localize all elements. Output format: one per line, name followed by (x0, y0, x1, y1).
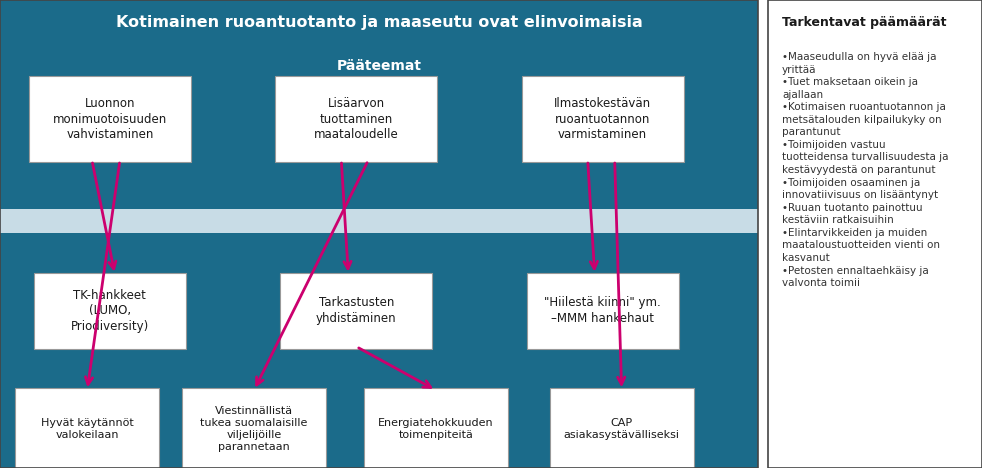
FancyBboxPatch shape (28, 76, 191, 162)
Bar (768, 0, 982, 468)
FancyBboxPatch shape (275, 76, 437, 162)
Text: CAP
asiakasystävälliseksi: CAP asiakasystävälliseksi (564, 418, 680, 440)
Text: Tarkentavat päämäärät: Tarkentavat päämäärät (782, 16, 947, 29)
Text: TK-hankkeet
(LUMO,
Priodiversity): TK-hankkeet (LUMO, Priodiversity) (71, 289, 149, 333)
Bar (0, 0, 758, 468)
Text: Toimenpiteet: Toimenpiteet (328, 301, 430, 315)
Bar (0, 0, 758, 46)
Text: Tarkastusten
yhdistäminen: Tarkastusten yhdistäminen (316, 296, 397, 325)
Text: Kotimainen ruoantuotanto ja maaseutu ovat elinvoimaisia: Kotimainen ruoantuotanto ja maaseutu ova… (116, 15, 642, 30)
Bar (0, 46, 758, 468)
Bar (0, 209, 758, 233)
FancyBboxPatch shape (34, 272, 186, 349)
Text: Luonnon
monimuotoisuuden
vahvistaminen: Luonnon monimuotoisuuden vahvistaminen (53, 97, 167, 141)
Text: "Hiilestä kiinni" ym.
–MMM hankehaut: "Hiilestä kiinni" ym. –MMM hankehaut (544, 296, 661, 325)
FancyBboxPatch shape (364, 388, 508, 468)
Text: Lisäarvon
tuottaminen
maataloudelle: Lisäarvon tuottaminen maataloudelle (314, 97, 399, 141)
FancyBboxPatch shape (550, 388, 693, 468)
FancyBboxPatch shape (15, 388, 159, 468)
FancyBboxPatch shape (521, 76, 683, 162)
Text: Hyvät käytännöt
valokeilaan: Hyvät käytännöt valokeilaan (41, 418, 134, 440)
FancyBboxPatch shape (280, 272, 432, 349)
Text: •Maaseudulla on hyvä elää ja
yrittää
•Tuet maksetaan oikein ja
ajallaan
•Kotimai: •Maaseudulla on hyvä elää ja yrittää •Tu… (782, 52, 949, 288)
Text: Viestinnällistä
tukea suomalaisille
viljelijöille
parannetaan: Viestinnällistä tukea suomalaisille vilj… (200, 406, 307, 452)
Text: Ilmastokestävän
ruoantuotannon
varmistaminen: Ilmastokestävän ruoantuotannon varmistam… (554, 97, 651, 141)
FancyBboxPatch shape (526, 272, 679, 349)
Text: Pääteemat: Pääteemat (337, 58, 421, 73)
Text: Energiatehokkuuden
toimenpiteitä: Energiatehokkuuden toimenpiteitä (378, 418, 494, 440)
FancyBboxPatch shape (182, 388, 326, 468)
